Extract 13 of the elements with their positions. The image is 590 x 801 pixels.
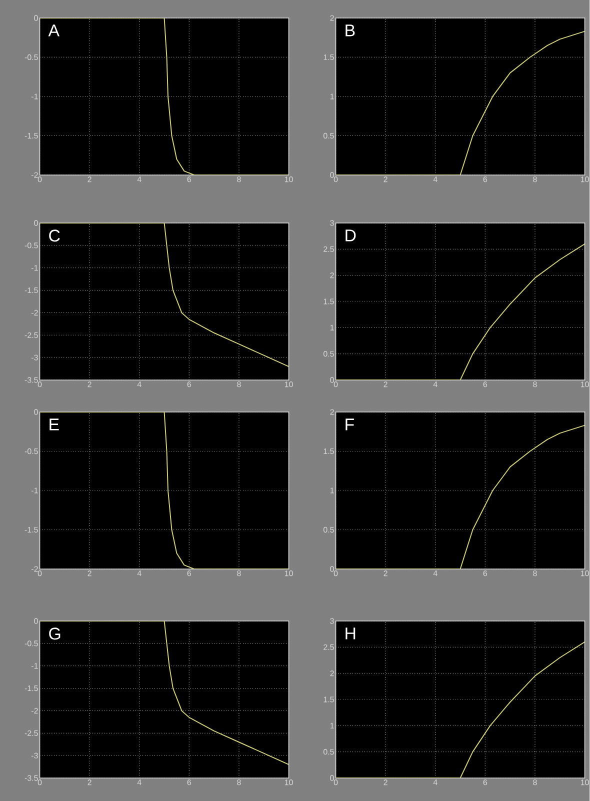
line-series [40,222,289,368]
annotation: G [49,628,60,640]
annotation: B [346,24,355,36]
annotation: A [48,24,60,36]
annotation: D [346,230,356,242]
annotation: H [346,628,356,640]
annotation: F [346,418,354,430]
annotation: E [50,418,59,430]
line-series [40,412,289,569]
line-series [40,18,289,175]
line-series [40,621,289,766]
annotation: C [49,230,60,242]
line-series [336,641,585,778]
